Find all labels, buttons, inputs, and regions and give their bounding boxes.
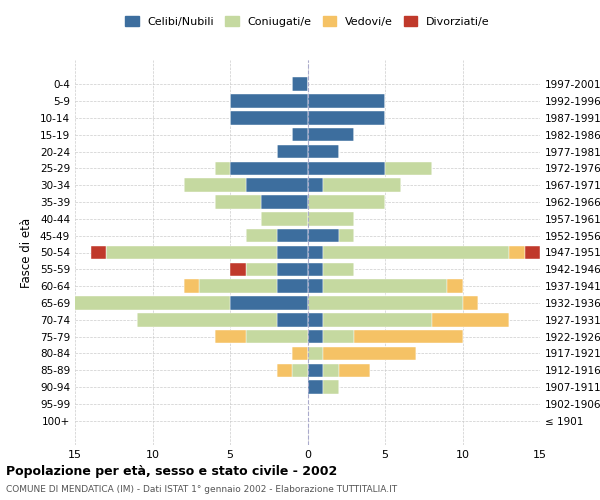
Bar (323, 346, 416, 360)
Bar (308, 111, 385, 124)
Bar (323, 364, 338, 377)
Bar (261, 196, 308, 209)
Bar (59, 296, 230, 310)
Bar (524, 246, 540, 259)
Bar (308, 280, 323, 293)
Bar (245, 330, 308, 344)
Bar (230, 262, 245, 276)
Bar (261, 212, 308, 226)
Bar (230, 94, 308, 108)
Bar (137, 313, 277, 326)
Bar (245, 262, 277, 276)
Bar (463, 296, 478, 310)
Bar (354, 330, 463, 344)
Bar (308, 380, 323, 394)
Bar (91, 246, 106, 259)
Bar (277, 246, 308, 259)
Bar (323, 246, 509, 259)
Bar (308, 296, 463, 310)
Bar (245, 178, 308, 192)
Bar (230, 162, 308, 175)
Bar (447, 280, 463, 293)
Bar (308, 212, 354, 226)
Bar (323, 178, 401, 192)
Bar (509, 246, 524, 259)
Text: Popolazione per età, sesso e stato civile - 2002: Popolazione per età, sesso e stato civil… (6, 465, 337, 478)
Bar (308, 346, 323, 360)
Bar (308, 128, 354, 141)
Bar (184, 280, 199, 293)
Bar (308, 313, 323, 326)
Bar (431, 313, 509, 326)
Bar (277, 229, 308, 242)
Bar (308, 246, 323, 259)
Bar (230, 111, 308, 124)
Bar (323, 280, 447, 293)
Bar (323, 313, 431, 326)
Legend: Celibi/Nubili, Coniugati/e, Vedovi/e, Divorziati/e: Celibi/Nubili, Coniugati/e, Vedovi/e, Di… (121, 12, 494, 32)
Bar (323, 380, 338, 394)
Bar (215, 196, 261, 209)
Bar (199, 280, 277, 293)
Bar (308, 330, 323, 344)
Bar (308, 229, 338, 242)
Bar (215, 162, 230, 175)
Bar (308, 178, 323, 192)
Bar (308, 196, 385, 209)
Bar (277, 364, 292, 377)
Bar (230, 296, 308, 310)
Bar (277, 313, 308, 326)
Bar (308, 162, 385, 175)
Bar (308, 145, 338, 158)
Bar (308, 364, 323, 377)
Bar (292, 346, 308, 360)
Bar (184, 178, 245, 192)
Y-axis label: Fasce di età: Fasce di età (20, 218, 33, 288)
Bar (215, 330, 245, 344)
Bar (385, 162, 431, 175)
Bar (292, 128, 308, 141)
Bar (323, 330, 354, 344)
Bar (277, 145, 308, 158)
Bar (338, 229, 354, 242)
Text: COMUNE DI MENDATICA (IM) - Dati ISTAT 1° gennaio 2002 - Elaborazione TUTTITALIA.: COMUNE DI MENDATICA (IM) - Dati ISTAT 1°… (6, 485, 397, 494)
Bar (292, 78, 308, 91)
Bar (308, 94, 385, 108)
Bar (277, 280, 308, 293)
Bar (245, 229, 277, 242)
Bar (277, 262, 308, 276)
Bar (106, 246, 277, 259)
Bar (323, 262, 354, 276)
Bar (308, 262, 323, 276)
Bar (338, 364, 370, 377)
Bar (292, 364, 308, 377)
